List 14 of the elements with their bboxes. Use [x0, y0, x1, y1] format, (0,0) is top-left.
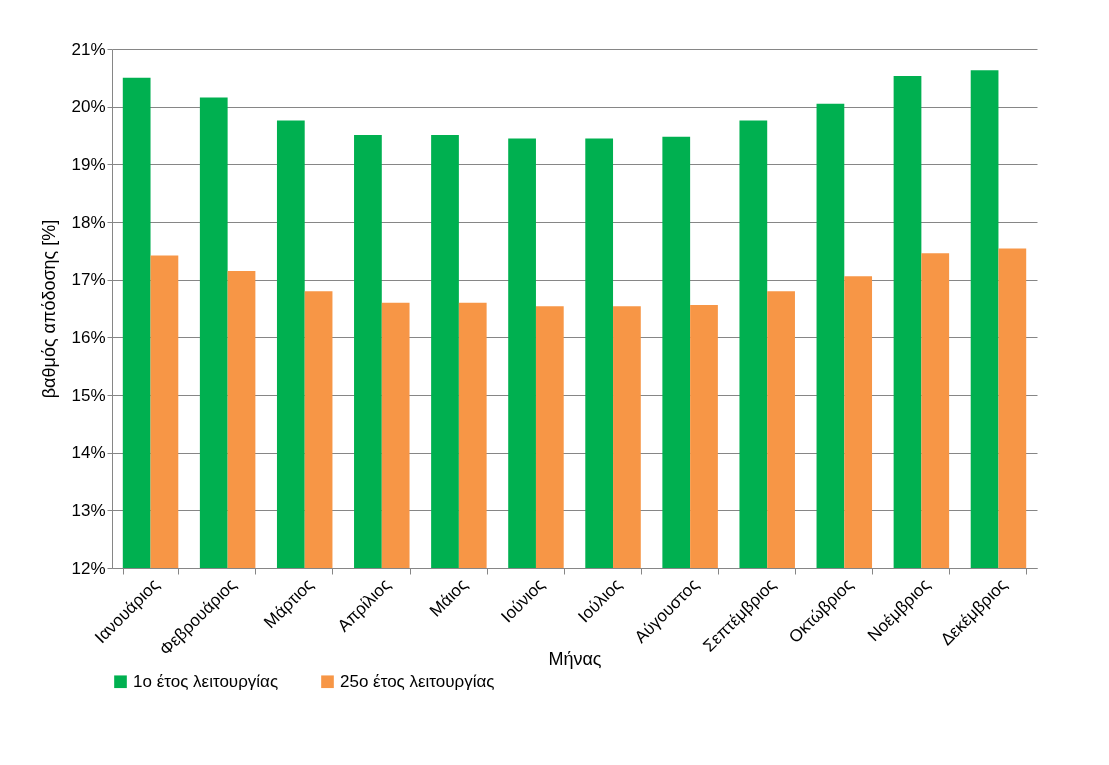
y-tick-label: 19% — [71, 154, 106, 174]
y-tick-label: 13% — [71, 500, 106, 520]
y-tick-label: 20% — [71, 97, 106, 117]
y-tick-label: 12% — [71, 558, 106, 578]
y-tick-label: 18% — [71, 212, 106, 232]
y-tick-label: 14% — [71, 443, 106, 463]
y-tick-label: 15% — [71, 385, 106, 405]
y-tick-label: 16% — [71, 327, 106, 347]
y-axis-title: βαθμός απόδοσης [%] — [39, 219, 60, 399]
legend-label: 1ο έτος λειτουργίας — [133, 671, 279, 691]
y-tick-label: 17% — [71, 270, 106, 290]
x-axis-title: Μήνας — [548, 648, 602, 669]
y-tick-label: 21% — [71, 39, 106, 59]
legend-label: 25ο έτος λειτουργίας — [340, 671, 495, 691]
